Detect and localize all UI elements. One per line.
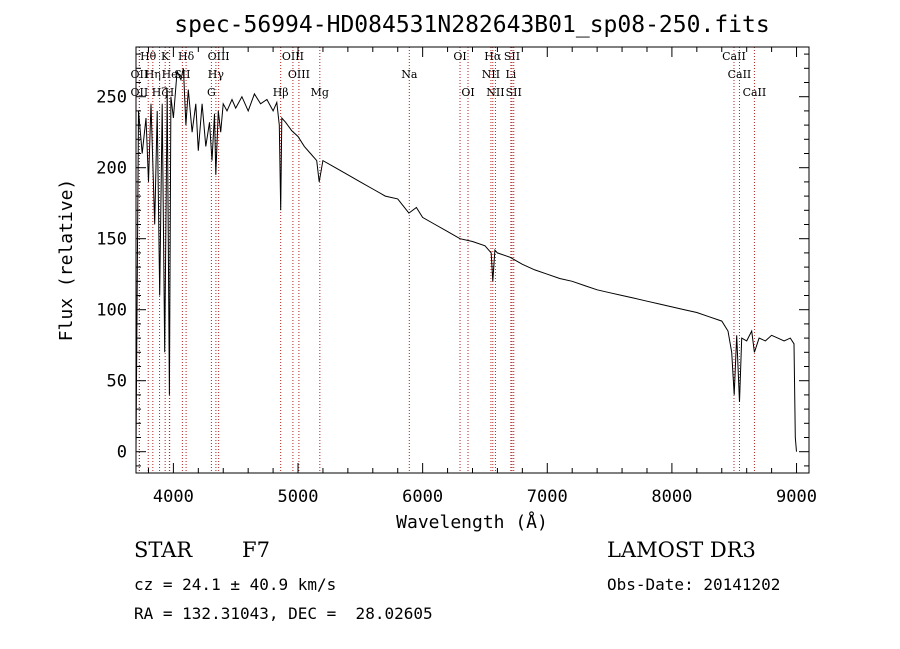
line-label-23: SII	[504, 50, 520, 63]
line-label-8: Hδ	[178, 50, 195, 63]
y-tick-label: 100	[96, 301, 127, 321]
line-label-20: Hα	[484, 50, 502, 63]
y-axis: 0 50 100 150 200 250	[96, 53, 809, 467]
line-label-26: CaII	[722, 50, 746, 63]
line-label-18: OI	[453, 50, 466, 63]
y-tick-label: 0	[117, 443, 127, 463]
y-axis-label: Flux (relative)	[56, 179, 77, 342]
x-tick-label: 4000	[153, 487, 194, 507]
survey-name: LAMOST DR3	[607, 538, 756, 562]
y-tick-label: 200	[96, 159, 127, 179]
line-label-5: K	[161, 50, 170, 63]
spectrum-series	[135, 68, 797, 452]
redshift-info: cz = 24.1 ± 40.9 km/s	[134, 575, 337, 594]
line-label-4: Hζ	[152, 86, 168, 99]
line-label-22: NII	[486, 86, 504, 99]
line-label-17: Na	[401, 68, 418, 81]
line-label-27: CaII	[728, 68, 752, 81]
line-label-16: Mg	[311, 86, 329, 99]
line-label-11: Hγ	[208, 68, 225, 81]
y-tick-label: 150	[96, 230, 127, 250]
plot-frame	[135, 46, 810, 474]
object-class: STAR	[134, 538, 193, 562]
chart-title: spec-56994-HD084531N282643B01_sp08-250.f…	[174, 12, 769, 38]
line-label-28: CaII	[743, 86, 767, 99]
line-label-24: Li	[505, 68, 516, 81]
line-label-21: NII	[482, 68, 500, 81]
observation-date: Obs-Date: 20141202	[607, 575, 781, 594]
line-label-15: OIII	[288, 68, 310, 81]
line-label-12: G	[207, 86, 216, 99]
x-axis: 4000 5000 6000 7000 8000 9000	[147, 47, 817, 507]
object-subclass: F7	[242, 538, 270, 562]
line-label-13: Hβ	[273, 86, 289, 99]
x-tick-label: 5000	[278, 487, 319, 507]
coordinates: RA = 132.31043, DEC = 28.02605	[134, 604, 433, 623]
x-tick-label: 6000	[402, 487, 443, 507]
line-label-7: H	[165, 86, 175, 99]
x-axis-label: Wavelength (Å)	[396, 511, 548, 533]
line-label-14: OIII	[282, 50, 304, 63]
line-label-19: OI	[461, 86, 474, 99]
line-label-2: Hη	[145, 68, 161, 81]
x-tick-label: 8000	[651, 487, 692, 507]
line-label-3: OII	[131, 86, 149, 99]
x-tick-label: 7000	[527, 487, 568, 507]
line-label-10: OIII	[208, 50, 230, 63]
y-tick-label: 50	[107, 372, 127, 392]
line-label-25: SII	[506, 86, 522, 99]
x-tick-label: 9000	[776, 487, 817, 507]
y-tick-label: 250	[96, 88, 127, 108]
